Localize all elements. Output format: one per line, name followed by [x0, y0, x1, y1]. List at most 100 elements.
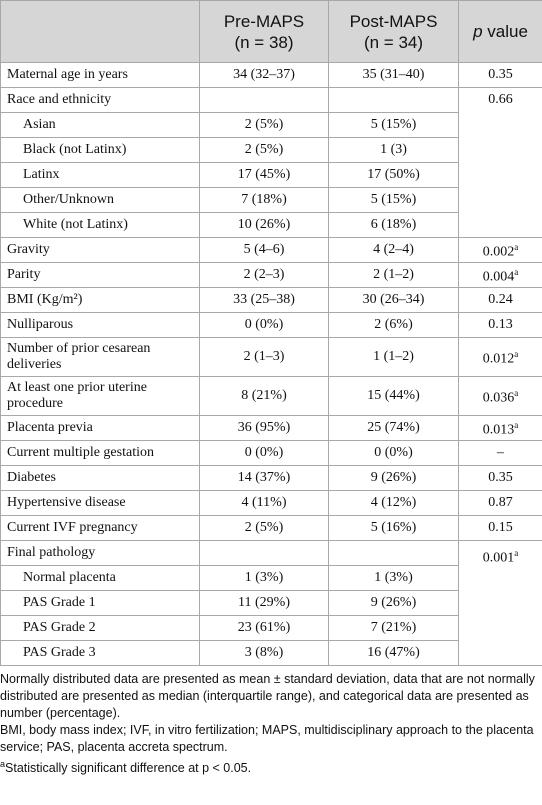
row-label: Nulliparous — [0, 312, 200, 338]
table-row: Diabetes 14 (37%) 9 (26%) 0.35 — [0, 465, 542, 491]
row-label: PAS Grade 3 — [0, 640, 200, 666]
header-row: Pre-MAPS (n = 38) Post-MAPS (n = 34) p val… — [0, 0, 542, 63]
table-subrow: Black (not Latinx) 2 (5%) 1 (3) — [0, 137, 542, 163]
row-label: BMI (Kg/m²) — [0, 287, 200, 313]
p-value: 0.66 — [458, 87, 542, 238]
pre-value-text: 11 (29%) — [238, 595, 290, 610]
header-text: Post-MAPS — [349, 11, 438, 31]
pre-value: 11 (29%) — [199, 590, 329, 616]
p-note: a — [514, 388, 519, 399]
pre-value-text: 2 (2–3) — [243, 267, 285, 282]
row-label-text: PAS Grade 1 — [23, 595, 96, 610]
row-label: Maternal age in years — [0, 62, 200, 88]
row-label-text: Other/Unknown — [23, 192, 114, 207]
row-label-text: Hypertensive disease — [7, 495, 126, 510]
p-value-text: 0.001 — [482, 550, 515, 566]
p-value: 0.87 — [458, 490, 542, 516]
pre-value: 5 (4–6) — [199, 237, 329, 263]
row-label-text: Gravity — [7, 242, 50, 257]
table-row: At least one prior uterine procedure 8 (2… — [0, 376, 542, 416]
pre-value-text: 14 (37%) — [237, 470, 291, 485]
row-label: Number of prior cesarean deliveries — [0, 337, 200, 377]
pre-value: 7 (18%) — [199, 187, 329, 213]
post-value — [328, 87, 459, 113]
table-row: Race and ethnicity 0.66 — [0, 87, 542, 238]
row-label: Normal placenta — [0, 565, 200, 591]
table-row: Gravity 5 (4–6) 4 (2–4) 0.002a — [0, 237, 542, 263]
row-label: Parity — [0, 262, 200, 288]
p-value-text: 0.24 — [488, 292, 513, 307]
table-row: BMI (Kg/m²) 33 (25–38) 30 (26–34) 0.24 — [0, 287, 542, 313]
post-value-text: 2 (6%) — [374, 317, 413, 332]
pre-value: 36 (95%) — [199, 415, 329, 441]
p-value-text: 0.66 — [488, 92, 513, 107]
table-row: Parity 2 (2–3) 2 (1–2) 0.004a — [0, 262, 542, 288]
pre-value-text: 8 (21%) — [241, 388, 287, 403]
post-value-text: 5 (15%) — [370, 192, 417, 207]
row-label-text: Race and ethnicity — [7, 92, 112, 107]
pre-value: 1 (3%) — [199, 565, 329, 591]
p-value-text: 0.004 — [482, 269, 515, 285]
post-value: 15 (44%) — [328, 376, 459, 416]
row-label: Hypertensive disease — [0, 490, 200, 516]
row-label: Latinx — [0, 162, 200, 188]
table-subrow: Latinx 17 (45%) 17 (50%) — [0, 162, 542, 188]
post-value-text: 1 (3%) — [374, 570, 413, 585]
p-value-text: 0.87 — [488, 495, 513, 510]
table-subrow: White (not Latinx) 10 (26%) 6 (18%) — [0, 212, 542, 238]
post-value-text: 5 (16%) — [370, 520, 417, 535]
p-value: 0.004a — [458, 262, 542, 288]
p-value-text: 0.002 — [482, 244, 515, 260]
post-value-text: 1 (1–2) — [373, 349, 414, 364]
post-value: 4 (2–4) — [328, 237, 459, 263]
pre-value: 34 (32–37) — [199, 62, 329, 88]
post-value: 2 (1–2) — [328, 262, 459, 288]
post-value: 9 (26%) — [328, 590, 459, 616]
pre-value-text: 0 (0%) — [244, 317, 284, 332]
footnote-text: Statistically significant difference at … — [5, 761, 252, 776]
header-post: Post-MAPS (n = 34) — [328, 0, 459, 63]
p-value-text: 0.013 — [482, 422, 515, 438]
table-subrow: Other/Unknown 7 (18%) 5 (15%) — [0, 187, 542, 213]
table-subrow: PAS Grade 3 3 (8%) 16 (47%) — [0, 640, 542, 666]
header-blank — [0, 0, 200, 63]
header-text: Pre-MAPS — [223, 11, 305, 31]
row-label: Black (not Latinx) — [0, 137, 200, 163]
row-label-text: White (not Latinx) — [23, 217, 128, 232]
table-row: Hypertensive disease 4 (11%) 4 (12%) 0.87 — [0, 490, 542, 516]
p-value: 0.002a — [458, 237, 542, 263]
row-label: At least one prior uterine procedure — [0, 376, 200, 416]
footnote-mark: a — [0, 759, 6, 769]
footnote: Normally distributed data are presented … — [0, 672, 535, 720]
row-label: Diabetes — [0, 465, 200, 491]
post-value-text: 17 (50%) — [367, 167, 420, 182]
table-row: Final pathology 0.001a — [0, 540, 542, 666]
pre-value-text: 33 (25–38) — [233, 292, 295, 307]
row-label: Current multiple gestation — [0, 440, 200, 466]
row-label-text: PAS Grade 2 — [23, 620, 96, 635]
post-value: 35 (31–40) — [328, 62, 459, 88]
header-text: value — [487, 22, 528, 41]
p-value: 0.001a — [458, 540, 542, 666]
header-pre: Pre-MAPS (n = 38) — [199, 0, 329, 63]
post-value-text: 9 (26%) — [370, 595, 417, 610]
post-value: 5 (15%) — [328, 112, 459, 138]
pre-value-text: 2 (5%) — [244, 142, 284, 157]
pre-value: 0 (0%) — [199, 312, 329, 338]
p-value-text: 0.35 — [488, 67, 513, 82]
row-label-text: Latinx — [23, 167, 60, 182]
post-value: 1 (1–2) — [328, 337, 459, 377]
pre-value: 8 (21%) — [199, 376, 329, 416]
row-label: Asian — [0, 112, 200, 138]
row-label: Final pathology — [0, 540, 200, 566]
post-value-text: 4 (2–4) — [373, 242, 414, 257]
pre-value: 2 (5%) — [199, 515, 329, 541]
table-row: Current multiple gestation 0 (0%) 0 (0%) – — [0, 440, 542, 466]
pre-value: 17 (45%) — [199, 162, 329, 188]
post-value: 25 (74%) — [328, 415, 459, 441]
post-value: 7 (21%) — [328, 615, 459, 641]
row-label-text: Parity — [7, 267, 41, 282]
pre-value: 4 (11%) — [199, 490, 329, 516]
header-p: p value — [458, 0, 542, 63]
row-label: PAS Grade 2 — [0, 615, 200, 641]
